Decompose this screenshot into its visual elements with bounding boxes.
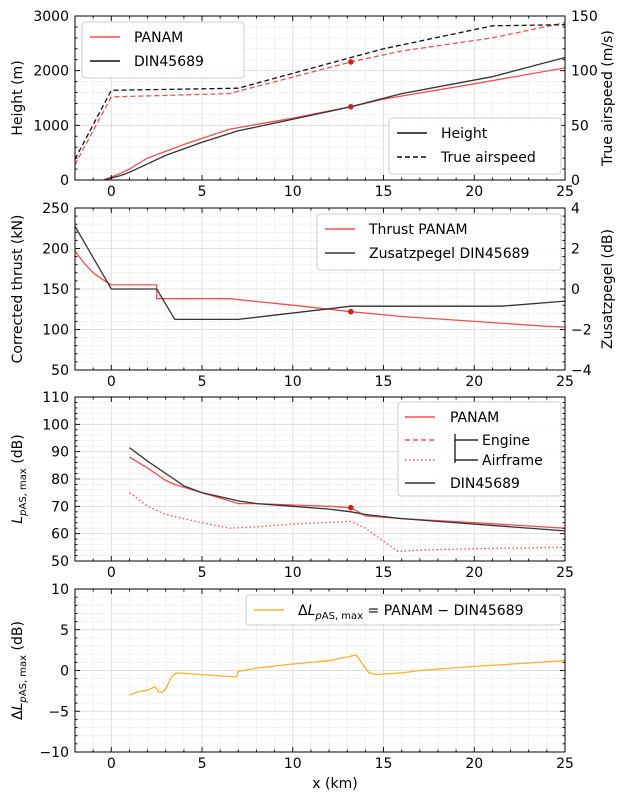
y-tick-label: 90 bbox=[51, 445, 69, 461]
data-point-marker bbox=[348, 308, 354, 315]
x-tick-label: 25 bbox=[556, 756, 574, 772]
y-tick-label: 250 bbox=[42, 201, 69, 217]
legend-label: DIN45689 bbox=[450, 476, 520, 492]
legend-series: PANAM DIN45689 bbox=[81, 21, 245, 79]
legend-label: PANAM bbox=[134, 30, 183, 46]
y-right-tick-label: 150 bbox=[571, 9, 598, 25]
x-tick-label: 15 bbox=[375, 565, 393, 581]
x-tick-label: 20 bbox=[465, 756, 483, 772]
x-tick-label: 10 bbox=[284, 374, 302, 390]
data-point-marker bbox=[348, 59, 354, 65]
series-line-1 bbox=[75, 250, 565, 328]
x-tick-label: 15 bbox=[375, 756, 393, 772]
y-tick-label: 70 bbox=[51, 499, 69, 515]
y-right-tick-label: 2 bbox=[571, 242, 580, 258]
legend-bracket bbox=[454, 434, 478, 463]
y-right-tick-label: 0 bbox=[571, 173, 580, 189]
y-tick-label: 60 bbox=[51, 527, 69, 543]
y-tick-label: −10 bbox=[39, 745, 69, 761]
x-tick-label: 25 bbox=[556, 184, 574, 200]
data-point-marker bbox=[348, 504, 354, 511]
x-tick-label: 5 bbox=[198, 565, 207, 581]
series-line-1 bbox=[129, 654, 565, 696]
series-line-2 bbox=[75, 225, 565, 321]
legend-delta: ΔLpAS, max = PANAM − DIN45689 bbox=[245, 594, 562, 626]
y-tick-label: 3000 bbox=[33, 9, 69, 25]
y-axis-label: Height (m) bbox=[10, 60, 26, 135]
x-tick-label: 20 bbox=[465, 374, 483, 390]
legend-label: PANAM bbox=[450, 410, 499, 426]
y-tick-label: 150 bbox=[42, 282, 69, 298]
data-point-marker bbox=[348, 103, 354, 110]
x-tick-label: 5 bbox=[198, 756, 207, 772]
legend-label: Height bbox=[441, 126, 488, 142]
y-right-tick-label: −4 bbox=[571, 363, 592, 379]
y-tick-label: 100 bbox=[42, 417, 69, 433]
y-right-tick-label: 100 bbox=[571, 64, 598, 80]
x-tick-label: 10 bbox=[284, 565, 302, 581]
y-axis-label: ΔLpAS, max (dB) bbox=[10, 621, 29, 720]
y-right-axis-label: Zusatzpegel (dB) bbox=[600, 229, 616, 349]
legend-linestyle: Height True airspeed bbox=[388, 117, 562, 175]
legend-label: Airframe bbox=[482, 453, 543, 469]
x-tick-label: 10 bbox=[284, 184, 302, 200]
y-tick-label: 80 bbox=[51, 472, 69, 488]
legend-label: DIN45689 bbox=[134, 54, 204, 70]
y-axis-label: LpAS, max (dB) bbox=[10, 434, 29, 523]
y-tick-label: 100 bbox=[42, 323, 69, 339]
x-tick-label: 15 bbox=[375, 184, 393, 200]
series-line-4 bbox=[75, 24, 565, 160]
y-tick-label: 10 bbox=[51, 582, 69, 598]
x-axis-label: x (km) bbox=[312, 776, 357, 792]
series-line-2 bbox=[103, 56, 565, 180]
legend-thrust: Thrust PANAM Zusatzpegel DIN45689 bbox=[316, 213, 562, 271]
y-tick-label: 0 bbox=[60, 664, 69, 680]
x-tick-label: 20 bbox=[465, 184, 483, 200]
legend-label: ΔLpAS, max = PANAM − DIN45689 bbox=[298, 603, 524, 622]
legend-label: Zusatzpegel DIN45689 bbox=[369, 246, 529, 262]
x-tick-label: 25 bbox=[556, 565, 574, 581]
legend-label: Engine bbox=[482, 433, 530, 449]
y-right-tick-label: 0 bbox=[571, 282, 580, 298]
y-axis-label: Corrected thrust (kN) bbox=[10, 215, 26, 364]
legend-label: Thrust PANAM bbox=[368, 222, 468, 238]
y-right-axis-label: True airspeed (m/s) bbox=[600, 30, 616, 167]
x-tick-label: 5 bbox=[198, 374, 207, 390]
y-tick-label: 2000 bbox=[33, 64, 69, 80]
series-line-1 bbox=[103, 67, 565, 180]
x-tick-label: 15 bbox=[375, 374, 393, 390]
x-tick-label: 25 bbox=[556, 374, 574, 390]
y-tick-label: 200 bbox=[42, 242, 69, 258]
y-tick-label: 1000 bbox=[33, 118, 69, 134]
y-tick-label: 0 bbox=[60, 173, 69, 189]
x-tick-label: 0 bbox=[107, 565, 116, 581]
plot-frame bbox=[74, 15, 566, 181]
x-tick-label: 0 bbox=[107, 756, 116, 772]
y-tick-label: 50 bbox=[51, 363, 69, 379]
x-tick-label: 5 bbox=[198, 184, 207, 200]
y-right-tick-label: −2 bbox=[571, 323, 592, 339]
y-tick-label: −5 bbox=[48, 704, 69, 720]
y-tick-label: 110 bbox=[42, 390, 69, 406]
x-tick-label: 10 bbox=[284, 756, 302, 772]
y-tick-label: 5 bbox=[60, 623, 69, 639]
x-tick-label: 0 bbox=[107, 184, 116, 200]
y-right-tick-label: 4 bbox=[571, 201, 580, 217]
x-tick-label: 0 bbox=[107, 374, 116, 390]
series-line-3 bbox=[129, 447, 565, 532]
series-line-1 bbox=[129, 456, 565, 529]
y-tick-label: 50 bbox=[51, 554, 69, 570]
x-tick-label: 20 bbox=[465, 565, 483, 581]
legend-label: True airspeed bbox=[440, 150, 536, 166]
y-right-tick-label: 50 bbox=[571, 118, 589, 134]
legend-noise: PANAM Engine Airframe DIN45689 bbox=[397, 401, 562, 497]
